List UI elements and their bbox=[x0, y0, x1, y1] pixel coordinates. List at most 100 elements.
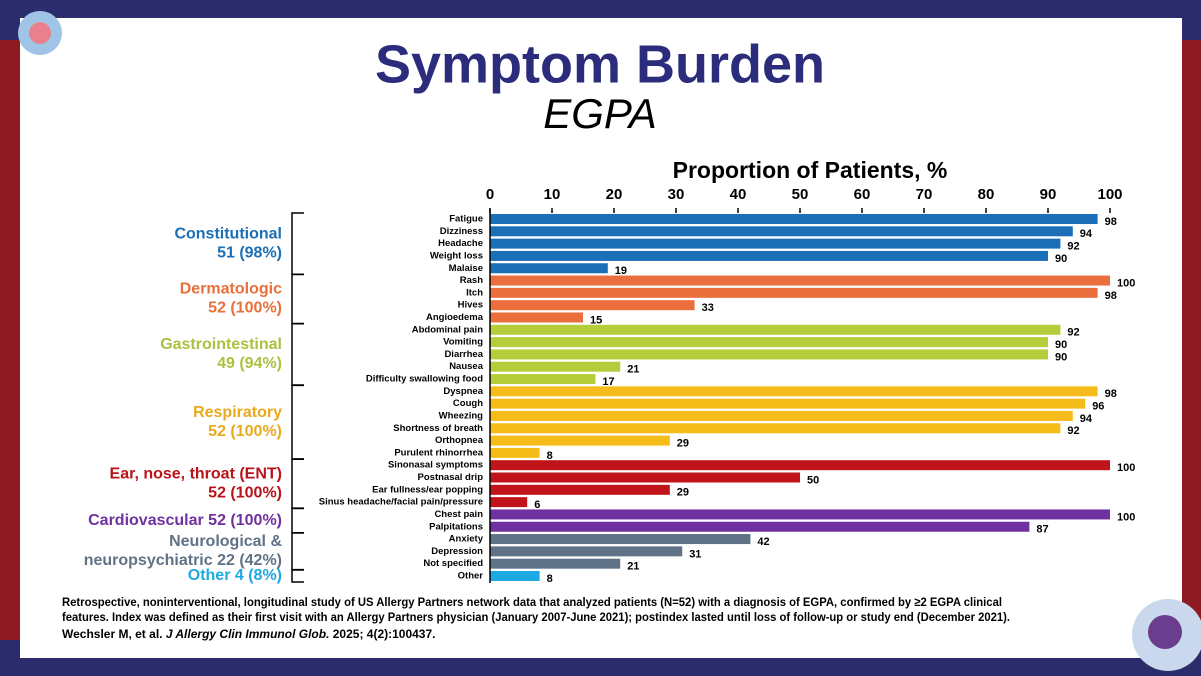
x-tick-label: 10 bbox=[544, 186, 561, 203]
axis-title: Proportion of Patients, % bbox=[673, 157, 948, 183]
bar bbox=[490, 447, 540, 458]
group-label: Dermatologic bbox=[180, 281, 282, 298]
x-tick-label: 100 bbox=[1097, 186, 1122, 203]
right-strip bbox=[1180, 40, 1201, 640]
bar bbox=[490, 238, 1061, 249]
value-label: 29 bbox=[677, 437, 689, 449]
bar bbox=[490, 386, 1098, 397]
category-label: Ear fullness/ear popping bbox=[372, 484, 483, 495]
group-label: Constitutional bbox=[174, 225, 282, 242]
value-label: 33 bbox=[702, 302, 714, 314]
category-label: Dyspnea bbox=[443, 386, 483, 397]
value-label: 100 bbox=[1117, 511, 1135, 523]
bar bbox=[490, 521, 1030, 532]
value-label: 96 bbox=[1092, 401, 1104, 413]
category-label: Rash bbox=[460, 275, 483, 286]
footnote: Retrospective, noninterventional, longit… bbox=[62, 595, 1002, 609]
x-tick-label: 40 bbox=[730, 186, 747, 203]
group-label: 51 (98%) bbox=[217, 244, 282, 261]
category-label: Malaise bbox=[449, 263, 483, 274]
category-label: Palpitations bbox=[429, 521, 483, 532]
bar bbox=[490, 472, 800, 483]
category-label: Wheezing bbox=[439, 410, 484, 421]
value-label: 6 bbox=[534, 499, 540, 511]
bar bbox=[490, 509, 1110, 520]
category-label: Diarrhea bbox=[444, 349, 483, 360]
bar bbox=[490, 349, 1048, 360]
value-label: 90 bbox=[1055, 253, 1067, 265]
value-label: 19 bbox=[615, 265, 627, 277]
bar bbox=[490, 361, 621, 372]
group-label: 52 (100%) bbox=[208, 300, 282, 317]
category-label: Chest pain bbox=[434, 509, 483, 520]
value-label: 42 bbox=[757, 536, 769, 548]
value-label: 50 bbox=[807, 474, 819, 486]
bar bbox=[490, 423, 1061, 434]
bar bbox=[490, 300, 695, 311]
value-label: 90 bbox=[1055, 339, 1067, 351]
bar bbox=[490, 460, 1110, 471]
value-label: 90 bbox=[1055, 351, 1067, 363]
category-label: Weight loss bbox=[430, 250, 483, 261]
value-label: 94 bbox=[1080, 413, 1093, 425]
category-label: Not specified bbox=[423, 558, 483, 569]
title: Symptom Burden bbox=[375, 34, 825, 94]
bar bbox=[490, 263, 608, 274]
value-label: 92 bbox=[1067, 425, 1079, 437]
value-label: 92 bbox=[1067, 327, 1079, 339]
value-label: 17 bbox=[602, 376, 614, 388]
category-label: Orthopnea bbox=[435, 435, 484, 446]
value-label: 8 bbox=[547, 573, 553, 585]
x-tick-label: 80 bbox=[978, 186, 995, 203]
bar bbox=[490, 374, 596, 385]
category-label: Nausea bbox=[449, 361, 484, 372]
x-tick-label: 60 bbox=[854, 186, 871, 203]
citation-authors: Wechsler M, et al. bbox=[62, 627, 162, 641]
group-bracket bbox=[291, 569, 304, 583]
value-label: 98 bbox=[1105, 216, 1117, 228]
decor-cell-core bbox=[1148, 615, 1182, 649]
value-label: 98 bbox=[1105, 290, 1117, 302]
category-label: Depression bbox=[431, 546, 483, 557]
category-label: Anxiety bbox=[449, 534, 484, 545]
category-label: Postnasal drip bbox=[418, 472, 484, 483]
footnote: features. Index was defined as their fir… bbox=[62, 610, 1010, 624]
bar bbox=[490, 435, 670, 446]
category-label: Vomiting bbox=[443, 337, 483, 348]
bar bbox=[490, 546, 683, 557]
category-label: Sinonasal symptoms bbox=[388, 460, 483, 471]
category-label: Difficulty swallowing food bbox=[366, 374, 483, 385]
category-label: Fatigue bbox=[449, 214, 483, 225]
category-label: Cough bbox=[453, 398, 483, 409]
group-label: Cardiovascular 52 (100%) bbox=[88, 512, 282, 529]
group-label: Other 4 (8%) bbox=[188, 567, 282, 584]
bar bbox=[490, 497, 528, 508]
bar bbox=[490, 534, 751, 545]
bar bbox=[490, 312, 583, 323]
bar bbox=[490, 484, 670, 495]
x-tick-label: 20 bbox=[606, 186, 623, 203]
group-label: Ear, nose, throat (ENT) bbox=[110, 465, 282, 482]
x-tick-label: 30 bbox=[668, 186, 685, 203]
bar bbox=[490, 250, 1048, 261]
category-label: Other bbox=[458, 571, 484, 582]
group-label: 49 (94%) bbox=[217, 355, 282, 372]
category-label: Purulent rhinorrhea bbox=[394, 447, 483, 458]
bar bbox=[490, 275, 1110, 286]
citation-journal: J Allergy Clin Immunol Glob. bbox=[166, 627, 330, 641]
x-tick-label: 70 bbox=[916, 186, 933, 203]
value-label: 21 bbox=[627, 561, 639, 573]
value-label: 8 bbox=[547, 450, 553, 462]
x-tick-label: 50 bbox=[792, 186, 809, 203]
category-label: Dizziness bbox=[440, 226, 483, 237]
bar bbox=[490, 398, 1086, 409]
bar bbox=[490, 226, 1073, 237]
bar bbox=[490, 324, 1061, 335]
value-label: 31 bbox=[689, 548, 701, 560]
category-label: Angioedema bbox=[426, 312, 484, 323]
value-label: 100 bbox=[1117, 462, 1135, 474]
bar bbox=[490, 570, 540, 581]
value-label: 15 bbox=[590, 314, 602, 326]
bar bbox=[490, 287, 1098, 298]
value-label: 92 bbox=[1067, 241, 1079, 253]
